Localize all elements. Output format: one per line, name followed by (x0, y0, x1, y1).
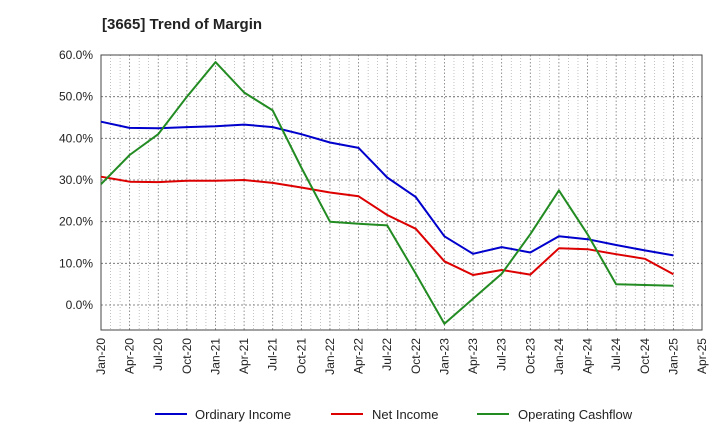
x-tick-label: Oct-22 (409, 338, 423, 374)
y-tick-label: 50.0% (59, 90, 93, 104)
x-tick-label: Apr-20 (123, 338, 137, 374)
x-tick-label: Jan-20 (94, 338, 108, 375)
x-tick-label: Oct-24 (638, 338, 652, 374)
legend-label: Net Income (372, 407, 438, 422)
plot-frame (100, 54, 703, 331)
legend-label: Operating Cashflow (518, 407, 633, 422)
x-tick-label: Oct-23 (523, 338, 537, 374)
y-tick-label: 20.0% (59, 215, 93, 229)
y-tick-label: 60.0% (59, 48, 93, 62)
x-tick-label: Apr-21 (237, 338, 251, 374)
x-tick-label: Jul-21 (266, 338, 280, 371)
x-tick-label: Jan-25 (666, 338, 680, 375)
series-line-ordinary-income (100, 120, 674, 257)
x-tick-label: Apr-24 (581, 338, 595, 374)
x-tick-label: Jan-22 (323, 338, 337, 375)
y-tick-label: 0.0% (66, 298, 94, 312)
x-tick-label: Apr-22 (352, 338, 366, 374)
x-tick-label: Jul-22 (380, 338, 394, 371)
y-tick-label: 40.0% (59, 131, 93, 145)
x-tick-label: Jul-23 (495, 338, 509, 371)
x-tick-label: Jan-23 (437, 338, 451, 375)
y-tick-label: 10.0% (59, 256, 93, 270)
x-tick-label: Jul-20 (151, 338, 165, 371)
x-tick-label: Apr-25 (695, 338, 709, 374)
legend-label: Ordinary Income (195, 407, 291, 422)
chart-title: [3665] Trend of Margin (102, 16, 263, 33)
x-tick-label: Oct-21 (294, 338, 308, 374)
x-tick-label: Jan-21 (208, 338, 222, 375)
series-line-net-income (100, 175, 674, 276)
x-tick-label: Jul-24 (609, 338, 623, 371)
y-tick-label: 30.0% (59, 173, 93, 187)
x-tick-label: Jan-24 (552, 338, 566, 375)
x-tick-label: Oct-20 (180, 338, 194, 374)
series-line-operating-cashflow (100, 61, 674, 325)
x-tick-label: Apr-23 (466, 338, 480, 374)
